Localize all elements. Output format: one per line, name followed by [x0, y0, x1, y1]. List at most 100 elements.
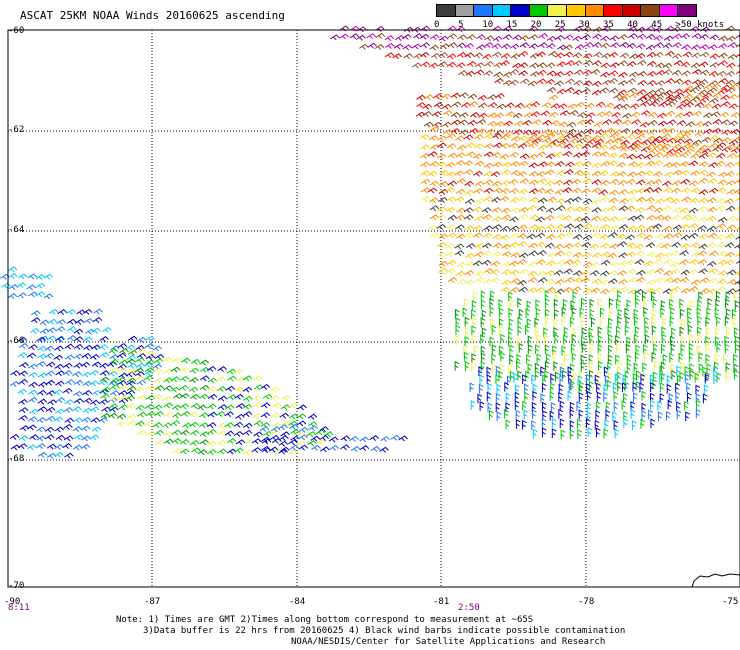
- wind-barb: [471, 353, 477, 364]
- wind-barb: [125, 344, 136, 351]
- wind-barb: [207, 411, 218, 418]
- wind-barb: [505, 419, 511, 430]
- wind-barb: [527, 80, 538, 87]
- wind-barb: [428, 135, 439, 142]
- wind-barb: [581, 87, 591, 94]
- wind-barb: [427, 187, 438, 194]
- wind-barb: [523, 103, 534, 110]
- wind-barb: [734, 80, 740, 86]
- wind-barb: [550, 382, 555, 393]
- wind-barb: [107, 361, 118, 368]
- wind-barb: [608, 344, 613, 355]
- wind-barb: [510, 169, 521, 176]
- wind-barb: [647, 128, 658, 135]
- wind-barb: [640, 110, 651, 117]
- wind-barb: [588, 380, 594, 391]
- wind-barb: [633, 333, 639, 344]
- wind-barb: [712, 118, 723, 125]
- wind-barb: [580, 315, 586, 326]
- wind-barb: [527, 204, 537, 211]
- legend-label: 15: [506, 20, 518, 30]
- wind-barb: [447, 42, 458, 49]
- wind-barb: [563, 143, 574, 150]
- wind-barb: [591, 207, 602, 214]
- wind-barb: [480, 333, 486, 344]
- wind-barb: [634, 259, 645, 266]
- wind-barb: [559, 374, 565, 385]
- wind-barb: [37, 372, 48, 379]
- wind-barb: [620, 93, 631, 100]
- wind-barb: [198, 422, 209, 429]
- wind-barb: [495, 392, 501, 403]
- wind-barb: [82, 380, 93, 387]
- wind-barb: [429, 44, 439, 51]
- wind-barb: [632, 392, 638, 403]
- wind-barb: [609, 243, 619, 250]
- wind-barb: [627, 189, 638, 196]
- wind-barb: [528, 188, 539, 195]
- wind-barb: [716, 372, 722, 383]
- wind-barb: [310, 435, 321, 442]
- wind-barb: [529, 214, 539, 221]
- wind-barb: [680, 187, 691, 194]
- wind-barb: [180, 448, 190, 455]
- wind-barb: [600, 62, 611, 69]
- wind-barb: [468, 101, 479, 108]
- wind-barb: [548, 111, 559, 118]
- wind-barb: [563, 70, 574, 77]
- wind-barb: [594, 374, 600, 385]
- wind-barb: [730, 128, 740, 135]
- wind-barb: [173, 393, 183, 400]
- wind-barb: [488, 410, 494, 420]
- wind-barb: [707, 297, 713, 308]
- wind-barb: [530, 101, 540, 108]
- wind-barb: [152, 393, 163, 400]
- wind-barb: [500, 142, 510, 149]
- wind-barb: [569, 429, 575, 440]
- wind-barb: [455, 62, 466, 69]
- wind-barb: [54, 363, 64, 370]
- wind-barb: [588, 354, 594, 365]
- wind-barb: [549, 139, 560, 146]
- wind-barb: [154, 410, 164, 417]
- wind-barb: [690, 279, 701, 286]
- wind-barb: [456, 207, 466, 214]
- wind-barb: [607, 205, 618, 212]
- wind-speed-legend: 0 5 10 15 20 25 30 35 40 45 >50 knots: [434, 4, 740, 34]
- wind-barb: [455, 317, 461, 328]
- wind-barb: [580, 216, 591, 223]
- wind-barb: [691, 32, 702, 39]
- wind-barb: [73, 343, 84, 350]
- wind-barb: [571, 352, 577, 363]
- wind-barb: [466, 34, 476, 41]
- wind-barb: [582, 261, 593, 268]
- wind-barb: [590, 317, 596, 328]
- wind-barb: [715, 234, 726, 241]
- wind-barb: [536, 334, 542, 345]
- wind-barb: [182, 422, 192, 429]
- wind-barb: [627, 25, 638, 32]
- wind-barb: [447, 152, 458, 159]
- wind-barb: [717, 270, 728, 277]
- wind-barb: [553, 318, 559, 328]
- wind-barb: [279, 435, 289, 442]
- wind-barb: [680, 234, 691, 241]
- wind-barb: [737, 64, 740, 67]
- wind-barb: [532, 409, 537, 420]
- wind-barb: [90, 417, 101, 424]
- wind-barb: [446, 196, 456, 203]
- wind-barb: [593, 51, 603, 58]
- wind-barb: [526, 233, 537, 240]
- wind-barb: [624, 381, 630, 392]
- wind-barb: [445, 206, 456, 213]
- wind-barb: [674, 92, 685, 99]
- wind-barb: [646, 214, 656, 221]
- wind-barb: [272, 437, 282, 444]
- wind-barb: [545, 78, 555, 85]
- wind-barb: [573, 216, 584, 223]
- wind-barb: [529, 196, 539, 203]
- wind-barb: [492, 35, 503, 42]
- wind-barb: [72, 371, 82, 378]
- wind-barb: [582, 222, 593, 229]
- wind-barb: [725, 70, 736, 77]
